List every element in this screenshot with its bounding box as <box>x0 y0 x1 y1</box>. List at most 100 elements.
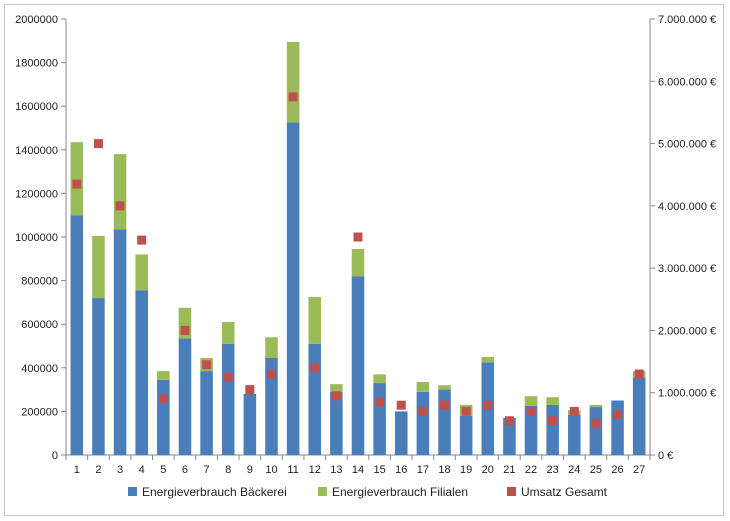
bar-energie-baeckerei <box>308 343 322 455</box>
marker-umsatz-gesamt <box>93 139 103 149</box>
x-axis-tick-label: 25 <box>590 464 602 476</box>
x-axis-tick-label: 9 <box>247 464 253 476</box>
x-axis-tick-label: 21 <box>503 464 515 476</box>
x-axis-tick-label: 17 <box>417 464 429 476</box>
bar-energie-filialen <box>373 374 386 384</box>
bar-energie-filialen <box>221 322 235 344</box>
bar-energie-baeckerei <box>459 415 473 455</box>
bar-energie-baeckerei <box>503 417 516 455</box>
umsatz-markers <box>72 92 644 429</box>
marker-umsatz-gesamt <box>440 400 450 410</box>
legend-label: Energieverbrauch Bäckerei <box>142 485 287 499</box>
x-axis-tick-label: 5 <box>160 464 166 476</box>
right-axis-tick-label: 5.000.000 € <box>658 139 716 151</box>
marker-umsatz-gesamt <box>548 416 558 426</box>
legend-label: Umsatz Gesamt <box>521 485 608 499</box>
right-axis-tick-label: 2.000.000 € <box>658 325 716 337</box>
marker-umsatz-gesamt <box>396 400 406 410</box>
bar-energie-filialen <box>70 142 84 216</box>
right-axis-tick-label: 0 € <box>658 450 673 462</box>
x-axis-tick-label: 19 <box>460 464 472 476</box>
left-axis-tick-label: 1600000 <box>15 101 58 113</box>
bar-energie-baeckerei <box>524 405 538 455</box>
bar-energie-baeckerei <box>632 377 646 455</box>
marker-umsatz-gesamt <box>180 325 190 335</box>
bar-energie-baeckerei <box>243 393 257 455</box>
marker-umsatz-gesamt <box>310 363 320 373</box>
x-axis-tick-label: 1 <box>74 464 80 476</box>
marker-umsatz-gesamt <box>158 394 168 404</box>
x-axis-tick-label: 13 <box>330 464 342 476</box>
x-axis-tick-label: 14 <box>352 464 364 476</box>
bar-energie-baeckerei <box>330 391 343 455</box>
bar-energie-filialen <box>113 154 127 230</box>
right-axis-tick-label: 1.000.000 € <box>658 388 716 400</box>
x-axis-tick-label: 12 <box>309 464 321 476</box>
left-axis-tick-label: 200000 <box>21 406 58 418</box>
left-axis-tick-label: 1000000 <box>15 232 58 244</box>
bar-energie-baeckerei <box>351 276 365 455</box>
marker-umsatz-gesamt <box>223 372 233 382</box>
left-axis-tick-label: 1400000 <box>15 145 58 157</box>
left-axis-tick-label: 1800000 <box>15 58 58 70</box>
x-axis-tick-label: 27 <box>633 464 645 476</box>
bar-energie-filialen <box>351 248 365 277</box>
x-axis-tick-label: 18 <box>438 464 450 476</box>
bar-energie-filialen <box>481 356 495 363</box>
bar-energie-filialen <box>286 41 300 123</box>
bar-energie-filialen <box>438 385 451 390</box>
bar-energie-baeckerei <box>286 122 300 456</box>
marker-umsatz-gesamt <box>245 385 255 395</box>
marker-umsatz-gesamt <box>72 179 82 189</box>
bar-energie-filialen <box>416 381 430 392</box>
x-axis-tick-label: 4 <box>139 464 145 476</box>
x-axis-tick-label: 10 <box>265 464 277 476</box>
marker-umsatz-gesamt <box>375 397 385 407</box>
marker-umsatz-gesamt <box>418 406 428 416</box>
left-axis-tick-label: 0 <box>52 450 58 462</box>
x-axis-tick-label: 24 <box>568 464 580 476</box>
marker-umsatz-gesamt <box>288 92 298 102</box>
bar-energie-filialen <box>308 296 322 344</box>
x-axis-tick-label: 6 <box>182 464 188 476</box>
x-axis-tick-label: 15 <box>374 464 386 476</box>
bar-energie-filialen <box>546 397 559 405</box>
bar-energie-baeckerei <box>113 229 127 455</box>
bar-energie-filialen <box>135 254 148 291</box>
bar-energie-filialen <box>330 384 343 392</box>
x-axis-tick-label: 23 <box>547 464 559 476</box>
legend: Energieverbrauch Bäckerei Energieverbrauc… <box>128 485 608 499</box>
bar-energie-baeckerei <box>416 391 430 455</box>
axes: 0 200000 400000 600000 800000 1000000 1200000 1… <box>15 14 716 476</box>
bars <box>70 41 646 456</box>
marker-umsatz-gesamt <box>331 391 341 401</box>
left-axis-tick-label: 2000000 <box>15 14 58 26</box>
left-axis-tick-label: 800000 <box>21 276 58 288</box>
bar-energie-baeckerei <box>70 215 84 455</box>
bar-energie-filialen <box>92 235 105 299</box>
marker-umsatz-gesamt <box>137 235 147 245</box>
bar-energie-baeckerei <box>92 298 105 455</box>
bar-energie-baeckerei <box>200 371 213 455</box>
x-axis-tick-label: 7 <box>204 464 210 476</box>
right-axis-tick-label: 6.000.000 € <box>658 76 716 88</box>
bar-energie-baeckerei <box>568 414 581 455</box>
marker-umsatz-gesamt <box>115 201 125 211</box>
marker-umsatz-gesamt <box>569 406 579 416</box>
bar-energie-filialen <box>524 396 538 406</box>
marker-umsatz-gesamt <box>461 406 471 416</box>
x-axis-tick-label: 22 <box>525 464 537 476</box>
bar-energie-baeckerei <box>135 290 148 455</box>
x-axis-tick-label: 26 <box>611 464 623 476</box>
marker-umsatz-gesamt <box>353 232 363 242</box>
x-axis-tick-label: 16 <box>395 464 407 476</box>
left-axis-tick-label: 400000 <box>21 363 58 375</box>
legend-label: Energieverbrauch Filialen <box>332 485 468 499</box>
marker-umsatz-gesamt <box>504 416 514 426</box>
x-axis-tick-label: 20 <box>482 464 494 476</box>
bar-energie-baeckerei <box>265 357 278 455</box>
bar-energie-filialen <box>157 371 170 380</box>
marker-umsatz-gesamt <box>202 360 212 370</box>
left-axis-tick-label: 600000 <box>21 319 58 331</box>
